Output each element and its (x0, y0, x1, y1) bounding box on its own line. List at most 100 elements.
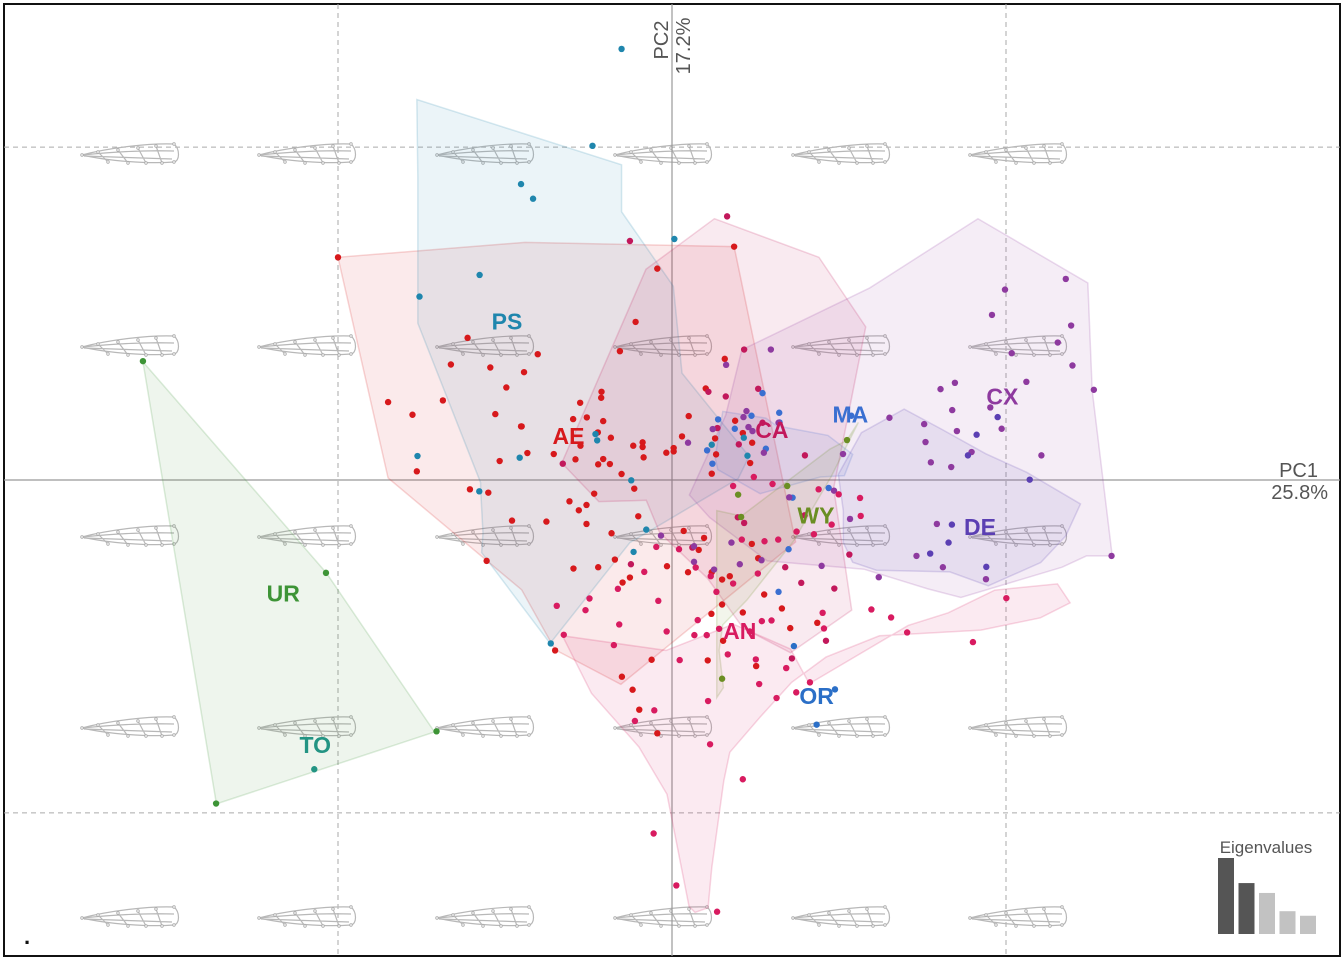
x-axis-variance: 25.8% (1271, 482, 1328, 504)
point-an (820, 625, 828, 632)
wing-landmark (865, 336, 869, 340)
wing-landmark (871, 353, 875, 357)
wing-landmark (649, 911, 653, 915)
point-an (691, 631, 698, 639)
wing-landmark (331, 336, 335, 340)
point-ae (663, 563, 671, 570)
wing-landmark (817, 923, 821, 927)
wing-landmark (451, 913, 455, 917)
wing-landmark (527, 733, 531, 737)
wing-landmark (629, 150, 633, 154)
wing-landmark (1048, 924, 1052, 928)
point-an (676, 656, 683, 664)
point-ma (759, 389, 766, 397)
point-ae (611, 556, 619, 563)
wing-landmark (283, 733, 287, 737)
wing-landmark (883, 334, 887, 338)
wing-landmark (1060, 352, 1064, 356)
point-an (706, 741, 714, 748)
wing-landmark (883, 524, 887, 528)
point-ps (592, 430, 599, 438)
wing-landmark (435, 345, 439, 349)
wing-landmark (313, 146, 317, 150)
point-an (729, 580, 737, 587)
wing-veins (258, 908, 352, 927)
wing-landmark (126, 734, 130, 738)
wing-landmark (144, 543, 148, 547)
point-ae (663, 449, 670, 456)
wing-landmark (80, 726, 84, 730)
point-an (887, 614, 895, 621)
point-ae (629, 686, 636, 693)
wing-shape-22 (791, 715, 891, 738)
point-cx (886, 414, 893, 421)
wing-landmark (257, 535, 261, 539)
wing-landmark (154, 526, 158, 530)
wing-landmark (515, 353, 519, 357)
wing-veins (969, 908, 1063, 927)
wing-shape-26 (435, 905, 535, 928)
wing-veins (81, 145, 175, 164)
point-ma (848, 412, 855, 419)
point-de (964, 452, 972, 459)
wing-landmark (283, 352, 287, 356)
wing-landmark (471, 911, 475, 915)
wing-landmark (144, 161, 148, 165)
eigenvalues-title: Eigenvalues (1220, 838, 1313, 857)
point-an (707, 572, 714, 580)
wing-outline (81, 335, 180, 356)
wing-veins (792, 527, 886, 546)
point-ca (740, 519, 748, 527)
point-cx (939, 564, 947, 571)
point-ae (685, 412, 692, 420)
wing-landmark (827, 340, 831, 344)
wing-landmark (293, 911, 297, 915)
wing-landmark (629, 342, 633, 346)
point-an (673, 882, 680, 889)
wing-landmark (273, 342, 277, 346)
wing-veins (436, 337, 530, 356)
wing-veins (81, 527, 175, 546)
y-axis-label: PC2 (651, 21, 673, 60)
wing-shape-4 (791, 142, 891, 165)
x-axis-label: PC1 (1279, 460, 1318, 482)
point-an (641, 568, 648, 576)
point-an (810, 531, 818, 538)
wing-outline (436, 525, 535, 546)
point-cx (690, 543, 698, 550)
wing-outline (969, 906, 1068, 927)
point-cx (710, 566, 718, 573)
wing-landmark (116, 721, 120, 725)
wing-shape-27 (613, 905, 713, 928)
point-de (994, 413, 1001, 421)
wing-landmark (705, 542, 709, 546)
wing-landmark (293, 530, 297, 534)
wing-veins (969, 145, 1063, 164)
wing-landmark (817, 352, 821, 356)
point-ca (846, 551, 853, 558)
wing-landmark (693, 924, 697, 928)
wing-landmark (527, 524, 531, 528)
wing-landmark (331, 907, 335, 911)
wing-landmark (1060, 923, 1064, 927)
point-ae (719, 637, 727, 644)
wing-landmark (827, 530, 831, 534)
point-cx (1023, 378, 1030, 386)
wing-landmark (1048, 353, 1052, 357)
wing-landmark (984, 723, 988, 727)
wing-landmark (1060, 142, 1064, 146)
wing-landmark (984, 913, 988, 917)
wing-shape-24 (80, 905, 180, 928)
wing-landmark (871, 734, 875, 738)
point-ae (814, 619, 821, 626)
wing-landmark (283, 160, 287, 164)
wing-landmark (349, 524, 353, 528)
point-ae (670, 444, 677, 452)
wing-landmark (837, 353, 841, 357)
point-an (739, 776, 747, 783)
point-ae (639, 443, 646, 451)
group-label-an: AN (723, 618, 756, 644)
wing-landmark (1014, 353, 1018, 357)
wing-landmark (144, 353, 148, 357)
point-an (650, 830, 657, 837)
